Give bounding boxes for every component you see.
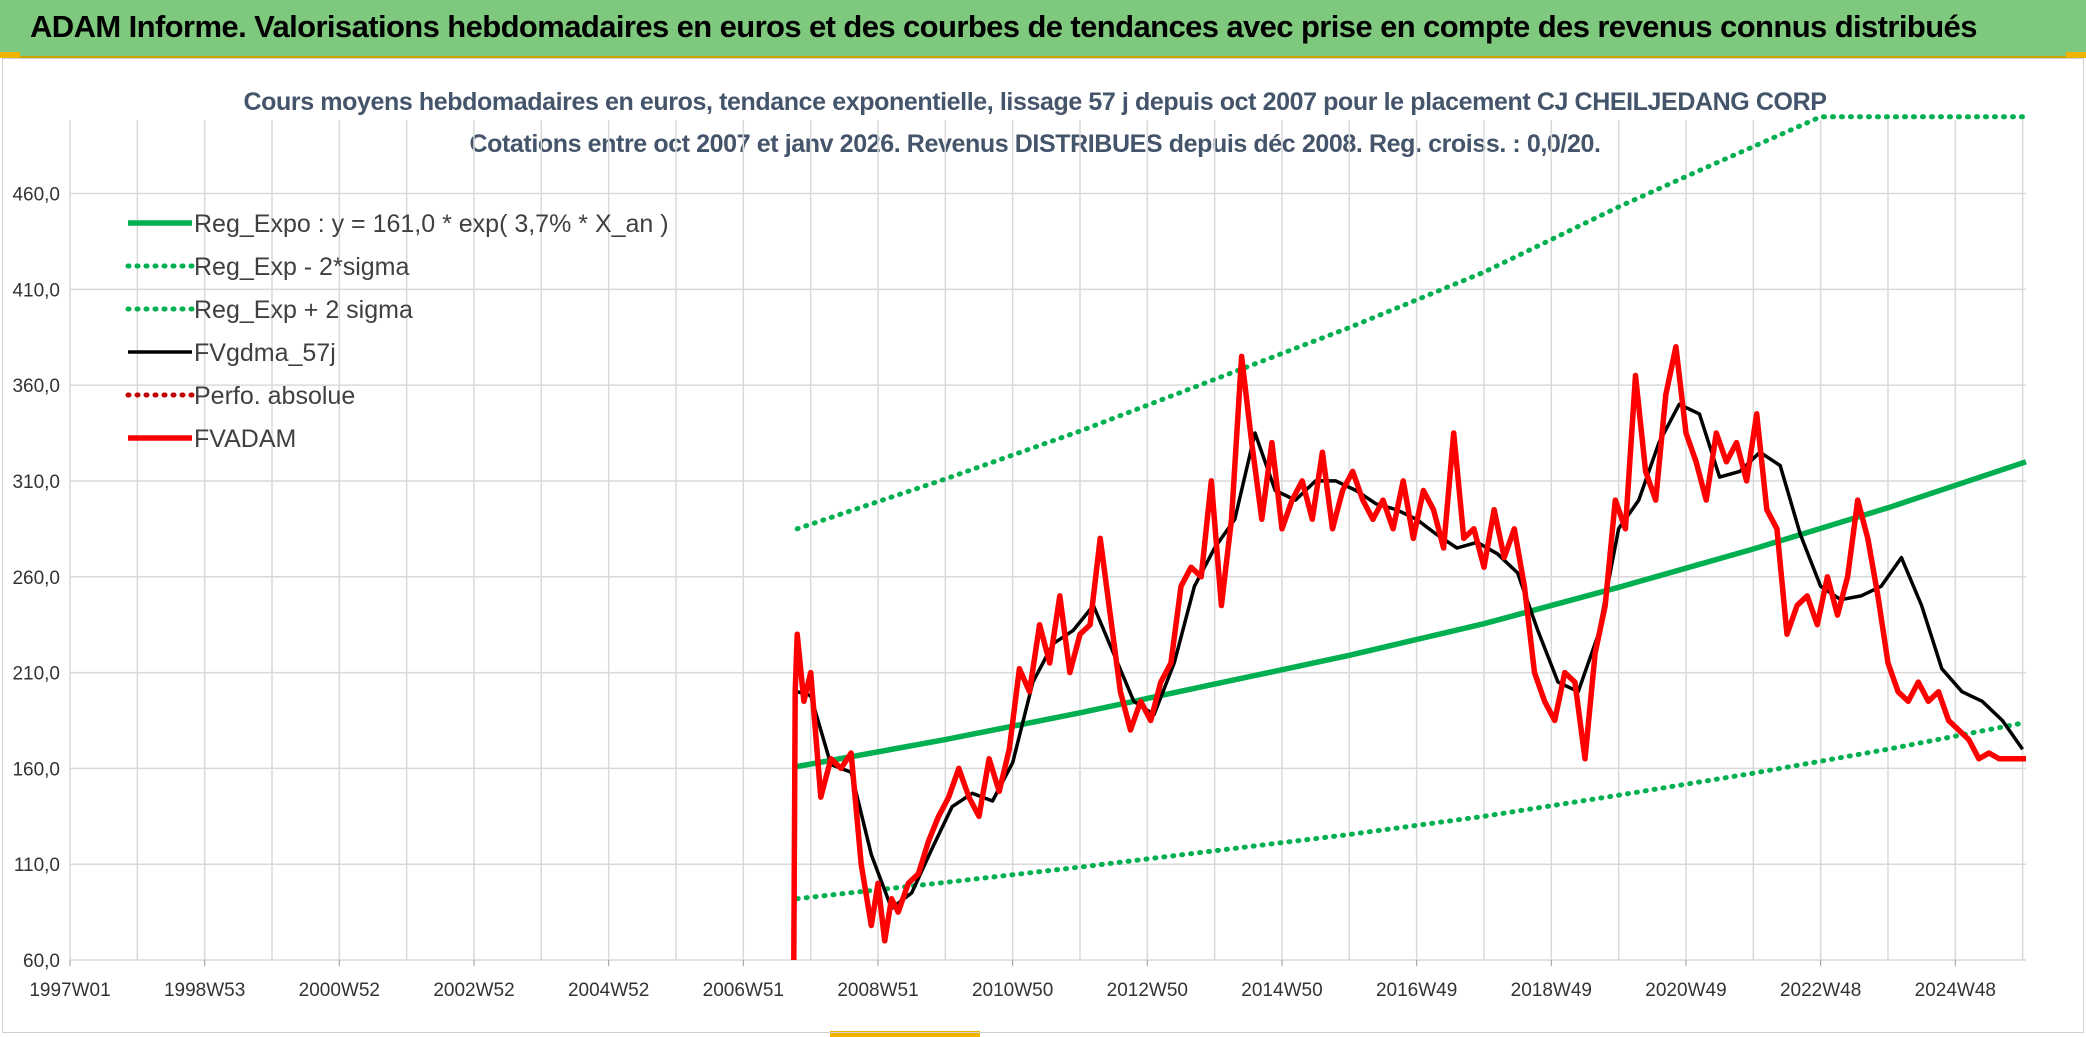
y-tick-label: 410,0 — [12, 280, 60, 301]
series-line-1 — [794, 719, 2029, 902]
legend-label: FVADAM — [194, 425, 296, 453]
x-tick-label: 2020W49 — [1645, 980, 1726, 1001]
x-axis-ticks: 1997W01 1998W53 2000W52 2002W52 2004W52 2006W… — [29, 960, 1996, 1001]
x-tick-label: 2018W49 — [1511, 980, 1592, 1001]
legend-label: Reg_Expo : y = 161,0 * exp( 3,7% * X_an … — [194, 210, 669, 238]
y-tick-label: 310,0 — [12, 472, 60, 493]
header-banner: ADAM Informe. Valorisations hebdomadaire… — [0, 0, 2086, 58]
x-tick-label: 2012W50 — [1107, 980, 1188, 1001]
series-group — [791, 114, 2029, 961]
chart-frame — [2, 58, 2084, 1033]
corner-mark-left — [0, 52, 20, 58]
x-tick-label: 2024W48 — [1915, 980, 1996, 1001]
y-tick-label: 360,0 — [12, 376, 60, 397]
y-tick-label: 210,0 — [12, 664, 60, 685]
series-line-0 — [796, 459, 2027, 770]
legend-label: Reg_Exp - 2*sigma — [194, 253, 409, 281]
corner-mark-right — [2066, 52, 2086, 58]
x-tick-label: 2000W52 — [299, 980, 380, 1001]
legend-label: Reg_Exp + 2 sigma — [194, 296, 413, 324]
x-tick-label: 2004W52 — [568, 980, 649, 1001]
chart-title: Cours moyens hebdomadaires en euros, ten… — [243, 88, 1827, 116]
x-tick-label: 2016W49 — [1376, 980, 1457, 1001]
y-tick-label: 460,0 — [12, 185, 60, 206]
y-tick-label: 60,0 — [23, 951, 60, 972]
x-tick-label: 2010W50 — [972, 980, 1053, 1001]
y-tick-label: 110,0 — [14, 855, 60, 876]
series-line-5 — [791, 344, 2026, 961]
page-title: ADAM Informe. Valorisations hebdomadaire… — [30, 9, 1977, 44]
x-tick-label: 2002W52 — [433, 980, 514, 1001]
grid — [69, 120, 2026, 961]
y-axis-ticks: 60,0 110,0 160,0 210,0 260,0 310,0 360,0 410,0 4… — [12, 185, 60, 973]
legend-label: Perfo. absolue — [194, 382, 355, 410]
y-tick-label: 160,0 — [12, 759, 60, 780]
x-tick-label: 2022W48 — [1780, 980, 1861, 1001]
x-tick-label: 1997W01 — [29, 980, 110, 1001]
corner-mark-bottom — [830, 1031, 980, 1037]
x-tick-label: 2014W50 — [1241, 980, 1322, 1001]
series-line-2 — [794, 114, 2029, 532]
chart-subtitle: Cotations entre oct 2007 et janv 2026. R… — [469, 130, 1601, 158]
x-tick-label: 2006W51 — [703, 980, 784, 1001]
legend-label: FVgdma_57j — [194, 339, 336, 367]
series-line-3 — [796, 402, 2025, 911]
y-tick-label: 260,0 — [12, 568, 60, 589]
legend: Reg_Expo : y = 161,0 * exp( 3,7% * X_an … — [125, 210, 669, 453]
x-tick-label: 1998W53 — [164, 980, 245, 1001]
x-tick-label: 2008W51 — [837, 980, 918, 1001]
